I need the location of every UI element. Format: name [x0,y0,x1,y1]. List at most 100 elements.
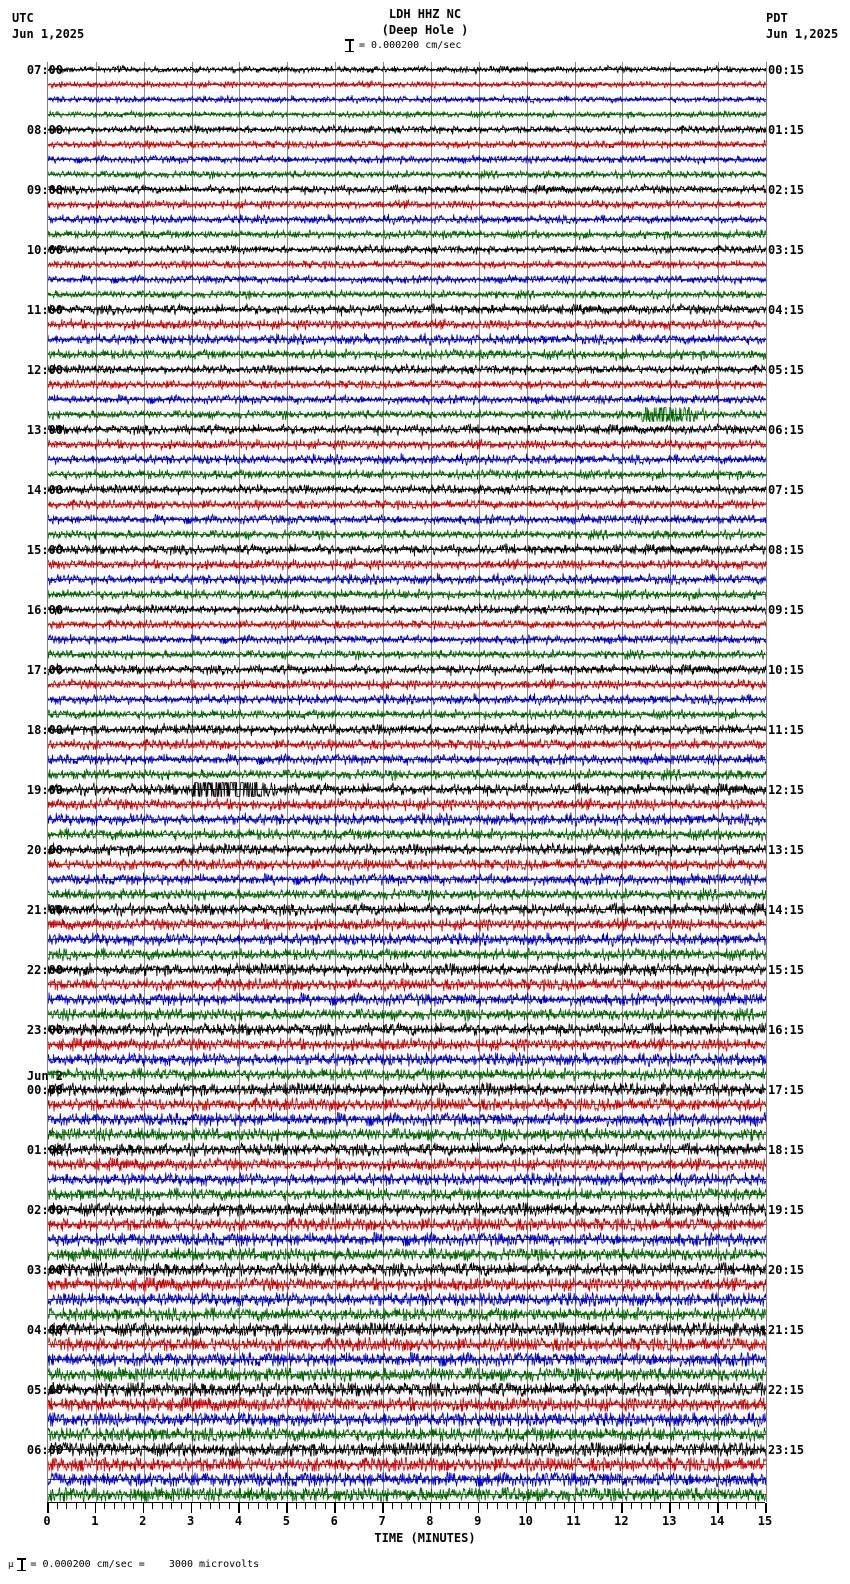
axis-tick-label: 10 [518,1514,533,1528]
axis-minor-tick [592,1503,594,1509]
trace-baseline [48,1149,766,1150]
seismic-trace [48,632,766,647]
hour-row[interactable] [48,1022,766,1082]
header-left-timezone-block: UTC Jun 1,2025 [12,10,84,42]
seismic-trace [48,62,766,77]
trace-baseline [48,1239,766,1240]
axis-minor-tick [697,1503,699,1509]
hour-row[interactable] [48,422,766,482]
seismic-trace [48,602,766,617]
hour-row[interactable] [48,62,766,122]
trace-baseline [48,234,766,235]
axis-major-tick [669,1503,671,1513]
minute-gridline [478,62,480,1502]
trace-baseline [48,414,766,415]
trace-baseline [48,909,766,910]
hour-row[interactable] [48,1262,766,1322]
trace-baseline [48,684,766,685]
trace-baseline [48,189,766,190]
hour-row[interactable] [48,1322,766,1382]
hour-row[interactable] [48,362,766,422]
hour-row[interactable] [48,962,766,1022]
seismic-trace [48,707,766,722]
trace-baseline [48,1299,766,1300]
trace-baseline [48,174,766,175]
axis-major-tick [573,1503,576,1513]
trace-baseline [48,1464,766,1465]
axis-minor-tick [343,1503,345,1509]
trace-baseline [48,1404,766,1405]
trace-baseline [48,204,766,205]
seismic-trace [48,242,766,257]
axis-minor-tick [468,1503,470,1509]
seismic-trace [48,1262,766,1277]
axis-minor-tick [439,1503,441,1509]
pdt-hour-label: 12:15 [768,782,805,797]
hour-row[interactable] [48,782,766,842]
pdt-hour-label: 11:15 [768,722,805,737]
minute-gridline [143,62,145,1502]
hour-row[interactable] [48,1142,766,1202]
trace-baseline [48,834,766,835]
seismic-trace [48,872,766,887]
scale-legend-label: = 0.000200 cm/sec [359,40,462,51]
helicorder-plot[interactable] [47,62,767,1502]
seismic-trace [48,167,766,182]
trace-baseline [48,399,766,400]
hour-row[interactable] [48,1202,766,1262]
utc-hour-label: 15:00 [26,542,63,557]
seismic-trace [48,842,766,857]
trace-baseline [48,489,766,490]
axis-minor-tick [56,1503,58,1509]
utc-hour-label: 20:00 [26,842,63,857]
axis-tick-label: 14 [709,1514,725,1528]
axis-minor-tick [85,1503,87,1509]
axis-minor-tick [535,1503,537,1509]
axis-minor-tick [755,1503,757,1509]
seismic-trace [48,737,766,752]
axis-minor-tick [736,1503,738,1509]
hour-row[interactable] [48,242,766,302]
axis-major-tick [47,1503,49,1513]
day-change-marker: Jun 2 [26,1068,63,1083]
hour-row[interactable] [48,182,766,242]
axis-minor-tick [362,1503,364,1509]
hour-row[interactable] [48,1082,766,1142]
hour-row[interactable] [48,722,766,782]
pdt-hour-label: 18:15 [768,1142,805,1157]
utc-hour-label: 22:00 [26,962,63,977]
hour-row[interactable] [48,602,766,662]
hour-row[interactable] [48,302,766,362]
seismic-trace [48,1007,766,1022]
axis-tick-label: 7 [378,1514,386,1528]
seismic-trace [48,437,766,452]
seismic-trace [48,1442,766,1457]
hour-row[interactable] [48,1382,766,1442]
axis-major-tick [142,1503,145,1513]
trace-baseline [48,729,766,730]
pdt-hour-label: 21:15 [768,1322,805,1337]
trace-baseline [48,519,766,520]
seismic-trace [48,767,766,782]
hour-row[interactable] [48,122,766,182]
seismic-trace [48,227,766,242]
hour-row[interactable] [48,902,766,962]
axis-minor-tick [161,1503,163,1509]
seismic-trace [48,1037,766,1052]
seismic-trace [48,272,766,287]
hour-row[interactable] [48,662,766,722]
minute-gridline [622,62,624,1502]
trace-baseline [48,1254,766,1255]
hour-row[interactable] [48,482,766,542]
seismic-trace [48,782,766,797]
hour-row[interactable] [48,1442,766,1502]
header-right-timezone-block: PDT Jun 1,2025 [766,10,838,42]
axis-minor-tick [75,1503,77,1509]
hour-row[interactable] [48,542,766,602]
pdt-hour-label: 16:15 [768,1022,805,1037]
utc-hour-label: 14:00 [26,482,63,497]
axis-minor-tick [496,1503,498,1509]
hour-row[interactable] [48,842,766,902]
trace-baseline [48,579,766,580]
axis-minor-tick [678,1503,680,1509]
